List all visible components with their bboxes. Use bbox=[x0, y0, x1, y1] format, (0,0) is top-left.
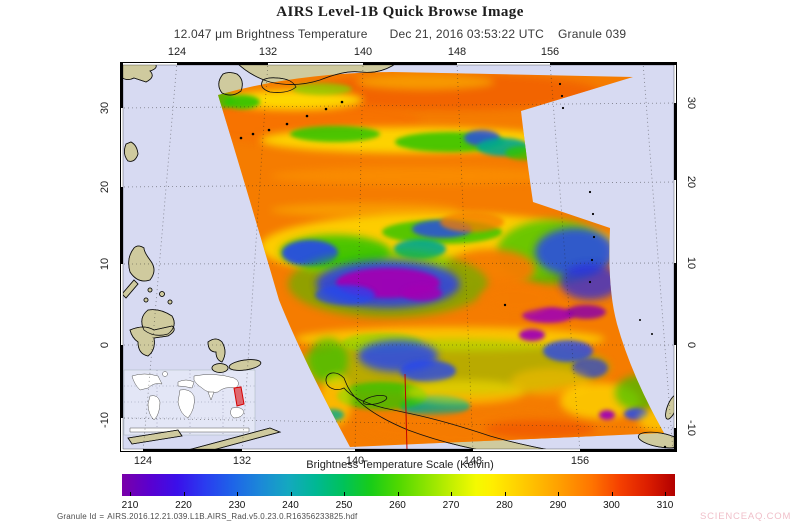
colorbar-tick bbox=[558, 492, 559, 496]
granule-id-footer: Granule Id = AIRS.2016.12.21.039.L1B.AIRS_… bbox=[57, 512, 360, 521]
lat-label-left: 20 bbox=[99, 180, 111, 194]
lat-label-left: 0 bbox=[99, 341, 111, 349]
lon-label-top: 148 bbox=[447, 46, 467, 58]
lon-label-top: 124 bbox=[167, 46, 187, 58]
colorbar-tick bbox=[344, 492, 345, 496]
colorbar-tick bbox=[237, 492, 238, 496]
lat-label-right: 0 bbox=[685, 341, 697, 349]
lon-label-top: 156 bbox=[540, 46, 560, 58]
colorbar-tick bbox=[665, 492, 666, 496]
colorbar-tick bbox=[504, 492, 506, 496]
colorbar bbox=[122, 474, 675, 496]
lon-label-bottom: 132 bbox=[232, 455, 252, 467]
png-border-line bbox=[404, 373, 408, 451]
island-dots bbox=[239, 82, 667, 449]
graticule bbox=[120, 62, 677, 452]
inset-world-map bbox=[123, 369, 256, 436]
lon-label-bottom: 140 bbox=[345, 455, 365, 467]
lon-label-top: 132 bbox=[258, 46, 278, 58]
colorbar-tick bbox=[183, 492, 185, 496]
subtitle-parameter: 12.047 μm Brightness Temperature bbox=[173, 27, 368, 41]
colorbar-tick-label: 270 bbox=[442, 500, 460, 511]
watermark: SCIENCEAQ.COM bbox=[700, 511, 792, 522]
colorbar-tick bbox=[397, 492, 399, 496]
colorbar-tick bbox=[290, 492, 292, 496]
colorbar-tick-label: 210 bbox=[121, 500, 139, 511]
inset-swath-marker bbox=[233, 386, 245, 407]
swath-data bbox=[218, 72, 664, 447]
subtitle-datetime: Dec 21, 2016 03:53:22 UTC bbox=[389, 27, 545, 41]
inset-continents bbox=[129, 371, 250, 433]
map-frame bbox=[120, 62, 677, 452]
colorbar-tick-label: 250 bbox=[335, 500, 353, 511]
colorbar-tick bbox=[451, 492, 452, 496]
lon-label-bottom: 156 bbox=[570, 455, 590, 467]
lat-label-left: 10 bbox=[99, 257, 111, 271]
colorbar-tick-label: 240 bbox=[282, 500, 299, 511]
granule-id-label: Granule Id bbox=[57, 512, 97, 521]
colorbar-title: Brightness Temperature Scale (Kelvin) bbox=[306, 459, 494, 471]
granule-id-value: AIRS.2016.12.21.039.L1B.AIRS_Rad.v5.0.23… bbox=[107, 512, 358, 521]
lat-label-right: 30 bbox=[685, 96, 697, 110]
colorbar-tick-label: 230 bbox=[228, 500, 246, 511]
subtitle: 12.047 μm Brightness Temperature Dec 21, … bbox=[0, 27, 800, 41]
page-title: AIRS Level-1B Quick Browse Image bbox=[276, 4, 524, 20]
colorbar-tick-label: 290 bbox=[549, 500, 567, 511]
lat-label-right: 20 bbox=[685, 175, 697, 189]
colorbar-tick-label: 220 bbox=[175, 500, 192, 511]
map bbox=[120, 62, 677, 452]
granule-id-eq: = bbox=[99, 512, 105, 521]
lat-label-left: -10 bbox=[99, 412, 111, 428]
lon-label-bottom: 124 bbox=[133, 455, 153, 467]
colorbar-tick-label: 280 bbox=[496, 500, 513, 511]
subtitle-granule: Granule 039 bbox=[558, 27, 627, 41]
lat-label-left: 30 bbox=[99, 101, 111, 115]
colorbar-tick-label: 310 bbox=[656, 500, 674, 511]
colorbar-tick bbox=[611, 492, 613, 496]
lat-label-right: 10 bbox=[685, 256, 697, 270]
lon-label-bottom: 148 bbox=[463, 455, 483, 467]
colorbar-tick-label: 300 bbox=[603, 500, 620, 511]
colorbar-tick-label: 260 bbox=[389, 500, 406, 511]
lon-label-top: 140 bbox=[353, 46, 373, 58]
colorbar-tick bbox=[130, 492, 131, 496]
lat-label-right: -10 bbox=[685, 420, 697, 436]
